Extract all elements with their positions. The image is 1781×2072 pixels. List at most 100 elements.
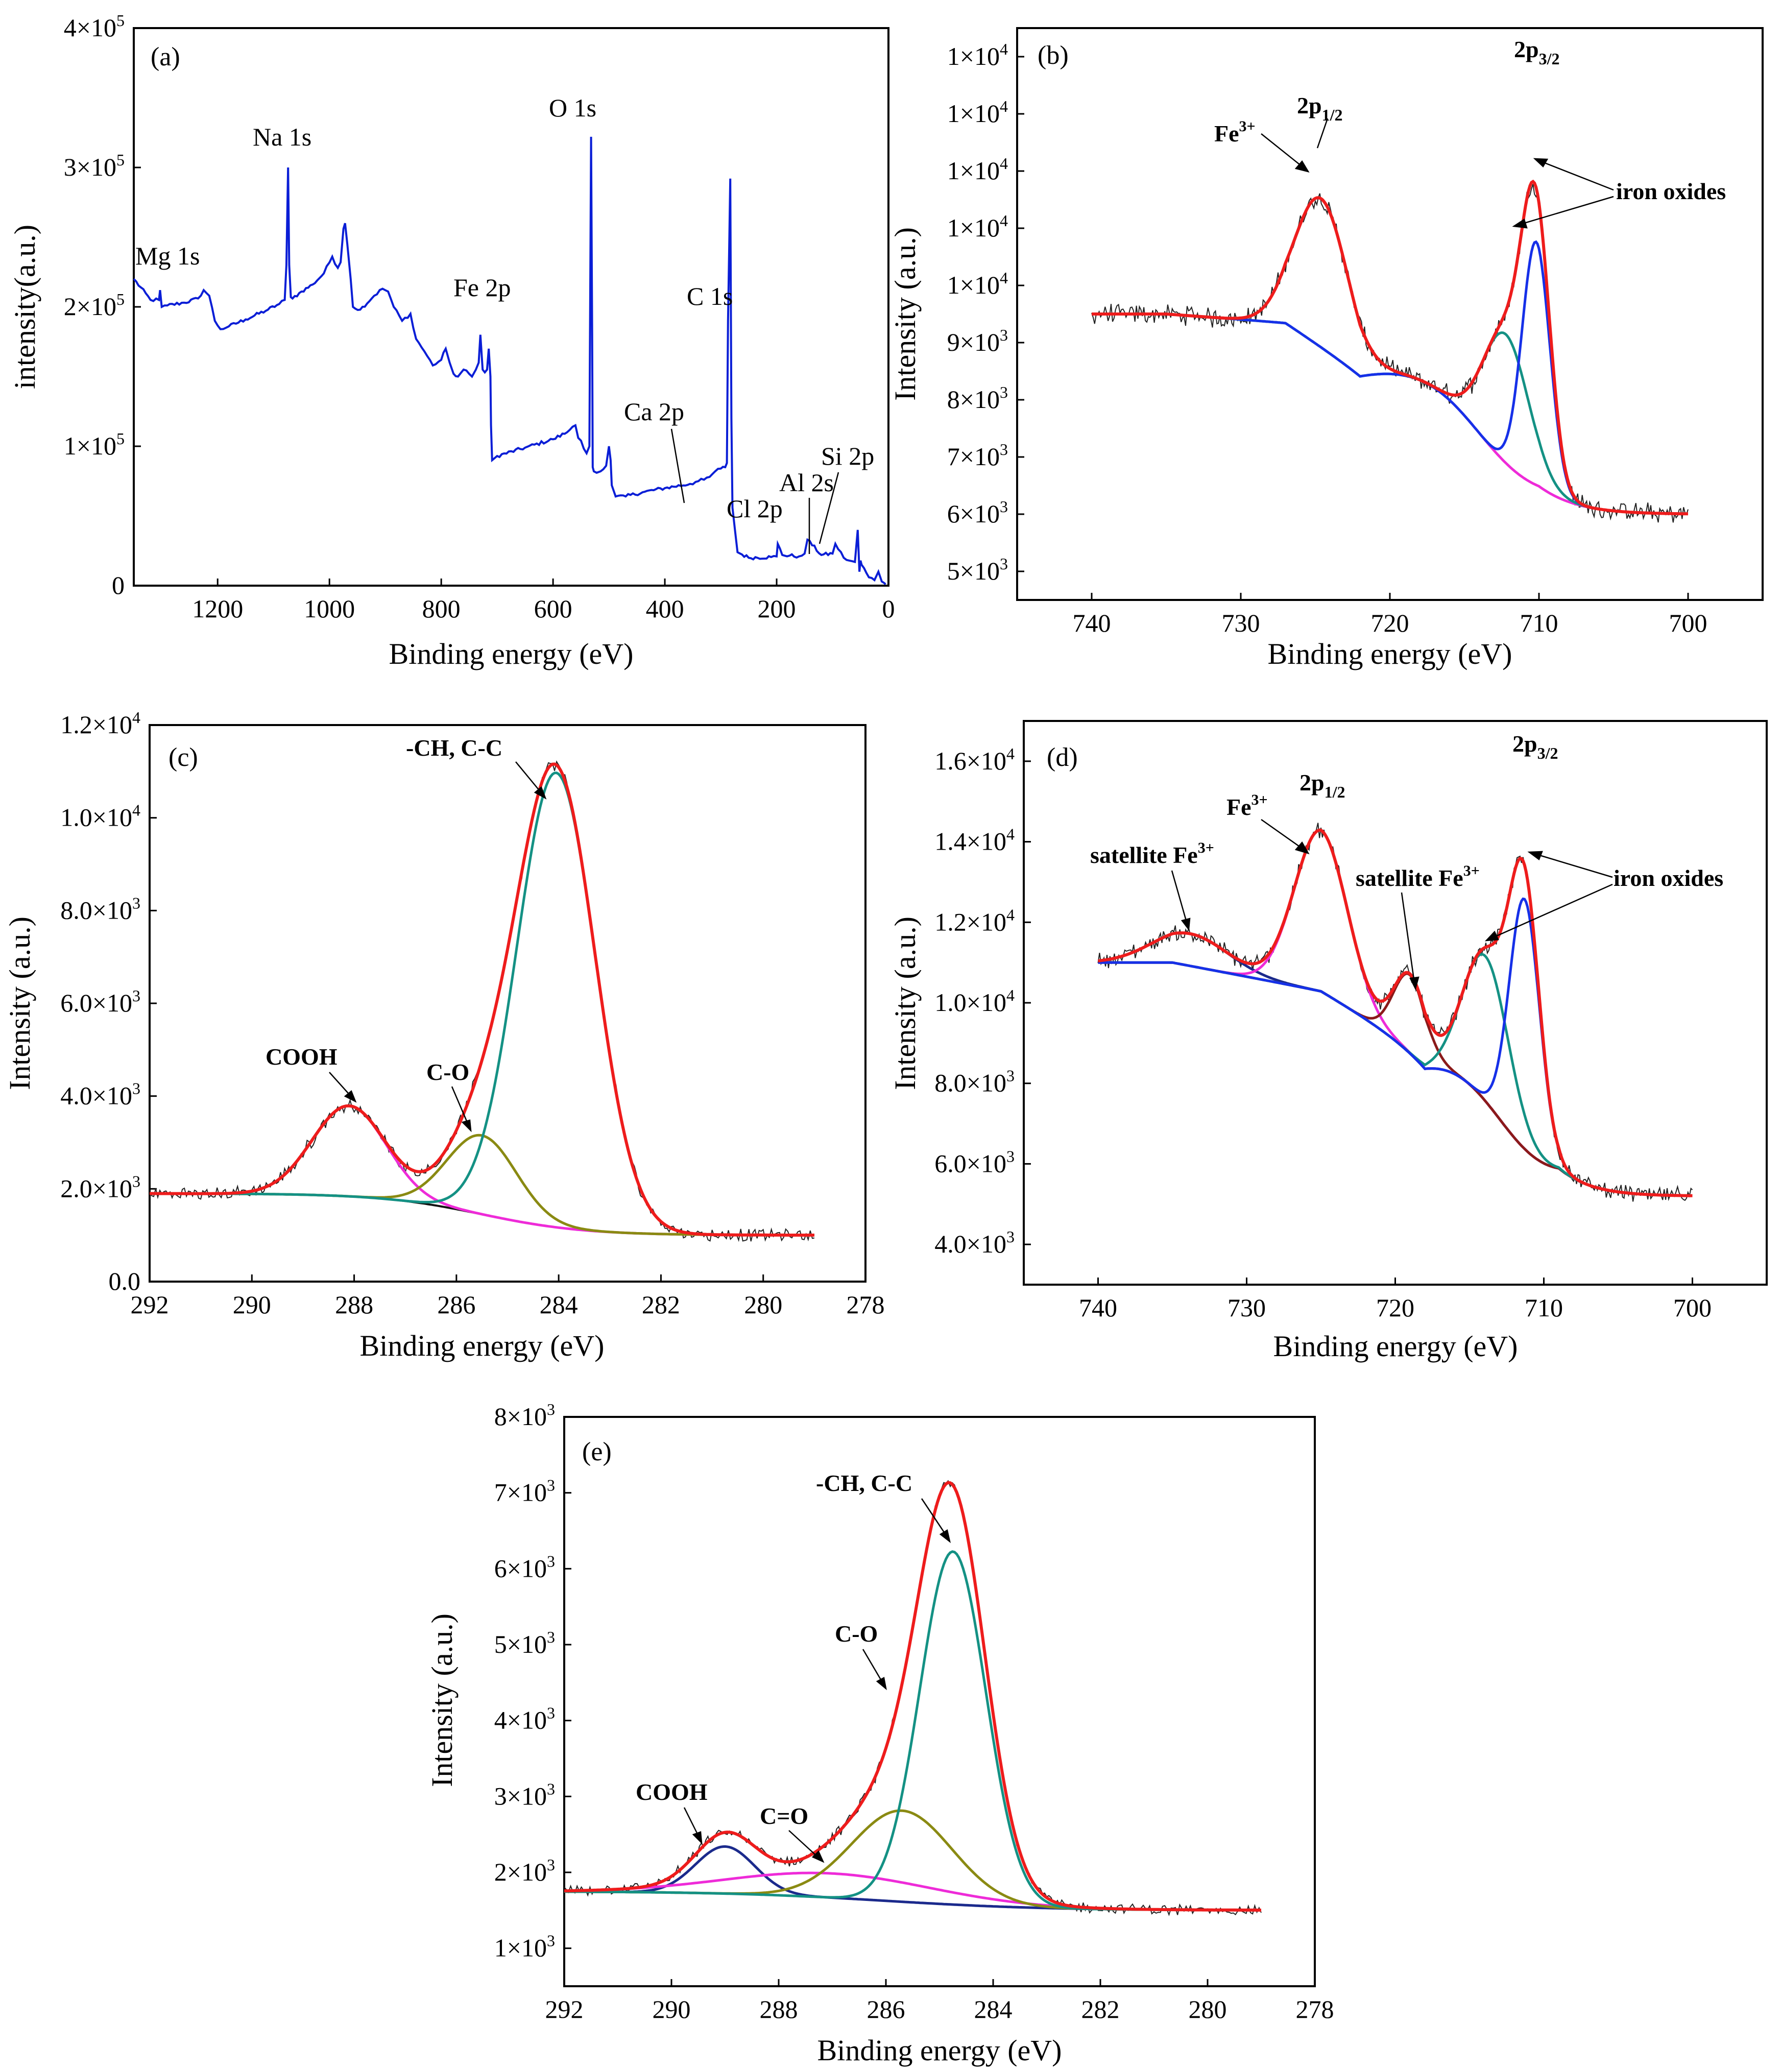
annot-b-2p32: 2p3/2 (1514, 36, 1559, 68)
y-tick-label: 6.0×103 (934, 1147, 1015, 1177)
y-tick-label: 2.0×103 (60, 1172, 140, 1202)
panel-e-series (564, 1480, 1262, 1916)
y-tick-label: 8.0×103 (934, 1067, 1015, 1097)
x-tick-label: 700 (1669, 609, 1707, 637)
y-tick-label: 2×105 (64, 290, 125, 321)
leader-ca-2p (670, 428, 685, 503)
x-tick-label: 282 (642, 1290, 680, 1319)
panel-a-letter: (a) (151, 42, 180, 71)
y-tick-label: 4×103 (494, 1704, 555, 1734)
y-tick-label: 1.0×104 (934, 986, 1015, 1017)
y-tick-label: 6×103 (947, 497, 1008, 528)
x-tick-label: 292 (131, 1290, 169, 1319)
x-tick-label: 290 (233, 1290, 271, 1319)
x-tick-label: 288 (335, 1290, 373, 1319)
panel-e-y-ticks: 1×103 2×103 3×103 4×103 5×103 6×103 7×103 8×103 (494, 1400, 571, 1962)
y-tick-label: 1×104 (947, 211, 1008, 242)
annot-c-cooh: COOH (266, 1044, 338, 1070)
panel-b-x-ticks: 740 730 720 710 700 (1073, 593, 1707, 637)
panel-b-fe2p: (b) 740 730 720 710 700 5×103 6×103 7×103 8×103… (888, 27, 1764, 670)
peak-label-c-1s: C 1s (687, 282, 733, 310)
panel-a-series (133, 136, 886, 585)
x-tick-label: 700 (1673, 1293, 1712, 1322)
annot-b-2p12: 2p1/2 (1297, 92, 1342, 124)
fit-envelope-line (564, 1481, 1261, 1912)
x-tick-label: 710 (1525, 1293, 1563, 1322)
panel-a-x-axis-title: Binding energy (eV) (389, 637, 634, 670)
y-tick-label: 7×103 (494, 1476, 555, 1507)
y-tick-label: 7×103 (947, 440, 1008, 471)
raw-spectrum-line (564, 1480, 1262, 1916)
y-tick-label: 4×105 (64, 11, 125, 42)
y-tick-label: 1×104 (947, 97, 1008, 128)
panel-e-frame (563, 1416, 1316, 1987)
raw-spectrum-line (1091, 184, 1689, 523)
x-tick-label: 278 (847, 1290, 885, 1319)
fit-envelope-line (150, 762, 814, 1237)
y-tick-label: 5×103 (947, 555, 1008, 585)
peak-label-fe-2p: Fe 2p (453, 273, 511, 302)
panel-d-y-ticks: 4.0×103 6.0×103 8.0×103 1.0×104 1.2×104 1.4×1… (934, 744, 1031, 1258)
panel-d-series (1097, 823, 1693, 1202)
y-tick-label: 1×104 (947, 154, 1008, 185)
panel-c-y-ticks: 0.0 2.0×103 4.0×103 6.0×103 8.0×103 1.0×104 1.… (60, 708, 157, 1295)
x-tick-label: 278 (1296, 1995, 1334, 2023)
panel-d-x-axis-title: Binding energy (eV) (1273, 1330, 1518, 1363)
annot-e-ch-cc: -CH, C-C (816, 1470, 912, 1496)
x-tick-label: 1000 (304, 594, 355, 623)
panel-c-letter: (c) (169, 743, 198, 772)
panel-a-y-ticks: 0 1×105 2×105 3×105 4×105 (64, 11, 141, 599)
annot-d-iron-oxides: iron oxides (1614, 865, 1723, 891)
x-tick-label: 292 (545, 1995, 584, 2023)
y-tick-label: 1.2×104 (934, 905, 1015, 936)
background-line (564, 1890, 1261, 1911)
panel-d-letter: (d) (1047, 743, 1078, 772)
x-tick-label: 280 (744, 1290, 782, 1319)
panel-b-series (1091, 179, 1689, 523)
annot-d-2p12: 2p1/2 (1299, 769, 1345, 801)
y-tick-label: 1×103 (494, 1932, 555, 1962)
annot-e-cooh: COOH (636, 1779, 708, 1805)
survey-series-line (133, 136, 886, 585)
panel-c-c1s: (c) 292 290 288 286 284 282 280 278 0.0 2.0×103 4… (3, 708, 885, 1362)
panel-c-y-axis-title: Intensity (a.u.) (3, 917, 36, 1090)
y-tick-label: 6.0×103 (60, 986, 140, 1017)
panel-b-y-ticks: 5×103 6×103 7×103 8×103 9×103 1×104 1×104 1×104… (947, 40, 1024, 585)
annot-d-satellite-right: satellite Fe3+ (1356, 862, 1480, 891)
x-tick-label: 740 (1079, 1293, 1117, 1322)
x-tick-label: 284 (974, 1995, 1013, 2023)
leader-si-2p (819, 472, 839, 544)
peak-label-na-1s: Na 1s (253, 123, 311, 151)
x-tick-label: 400 (646, 594, 684, 623)
y-tick-label: 8×103 (494, 1400, 555, 1431)
y-tick-label: 4.0×103 (934, 1227, 1015, 1258)
y-tick-label: 1.4×104 (934, 825, 1015, 856)
annot-c-co: C-O (426, 1059, 469, 1085)
y-tick-label: 0.0 (109, 1267, 141, 1295)
fit-component-iron-oxides-1 (1092, 312, 1688, 515)
panel-e-x-ticks: 292 290 288 286 284 282 280 278 (545, 1979, 1334, 2023)
annot-d-2p32: 2p3/2 (1512, 731, 1558, 762)
panel-b-letter: (b) (1038, 41, 1069, 70)
x-tick-label: 740 (1073, 609, 1111, 637)
peak-label-al-2s: Al 2s (779, 468, 834, 497)
annot-d-satellite-left: satellite Fe3+ (1090, 839, 1214, 868)
y-tick-label: 0 (112, 571, 125, 599)
x-tick-label: 720 (1371, 609, 1409, 637)
y-tick-label: 1.2×104 (60, 708, 140, 739)
x-tick-label: 288 (760, 1995, 798, 2023)
panel-e-c1s: (e) 292 290 288 286 284 282 280 278 1×103 2×103 3… (425, 1400, 1334, 2067)
background-line (1098, 961, 1693, 1197)
annot-b-fe3plus: Fe3+ (1214, 118, 1256, 147)
background-line (1092, 313, 1688, 515)
y-tick-label: 5×103 (494, 1628, 555, 1658)
peak-label-o-1s: O 1s (549, 93, 596, 122)
y-tick-label: 1×104 (947, 40, 1008, 70)
x-tick-label: 710 (1520, 609, 1558, 637)
panel-e-letter: (e) (582, 1437, 612, 1466)
panel-b-y-axis-title: Intensity (a.u.) (888, 227, 922, 401)
y-tick-label: 1.6×104 (934, 744, 1015, 775)
panel-e-x-axis-title: Binding energy (eV) (817, 2034, 1062, 2067)
x-tick-label: 730 (1222, 609, 1260, 637)
